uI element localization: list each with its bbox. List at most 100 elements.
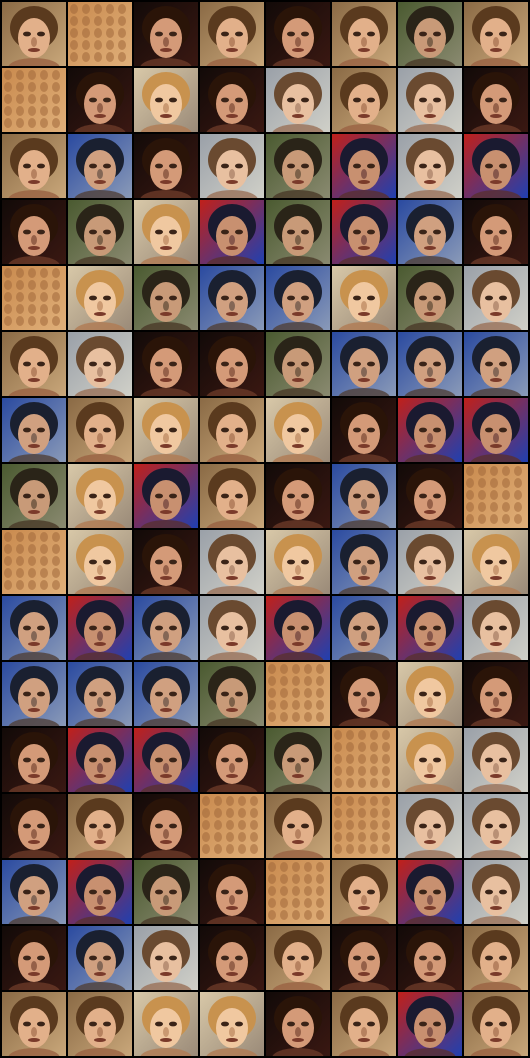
face-sample-tile: [134, 926, 198, 990]
face-sample-tile: [68, 398, 132, 462]
face-sample-tile: [464, 926, 528, 990]
face-sample-tile: [68, 662, 132, 726]
face-sample-tile: [464, 992, 528, 1056]
face-sample-tile: [2, 266, 66, 330]
face-sample-tile: [68, 992, 132, 1056]
face-sample-tile: [2, 794, 66, 858]
face-sample-tile: [266, 2, 330, 66]
face-sample-tile: [2, 68, 66, 132]
face-sample-tile: [464, 794, 528, 858]
face-sample-tile: [200, 860, 264, 924]
face-sample-tile: [200, 530, 264, 594]
face-sample-tile: [398, 596, 462, 660]
face-sample-tile: [68, 266, 132, 330]
face-sample-tile: [464, 662, 528, 726]
face-sample-tile: [398, 860, 462, 924]
face-sample-tile: [134, 728, 198, 792]
face-sample-tile: [134, 266, 198, 330]
face-sample-tile: [398, 728, 462, 792]
face-sample-tile: [464, 266, 528, 330]
face-sample-tile: [134, 530, 198, 594]
face-sample-tile: [2, 662, 66, 726]
face-sample-tile: [134, 200, 198, 264]
face-sample-tile: [200, 728, 264, 792]
face-sample-tile: [332, 200, 396, 264]
face-sample-tile: [398, 2, 462, 66]
face-sample-tile: [464, 596, 528, 660]
face-sample-tile: [332, 926, 396, 990]
face-sample-tile: [134, 794, 198, 858]
face-sample-tile: [68, 200, 132, 264]
face-sample-tile: [332, 332, 396, 396]
face-sample-tile: [2, 926, 66, 990]
face-sample-tile: [134, 860, 198, 924]
face-sample-tile: [332, 794, 396, 858]
face-sample-tile: [464, 134, 528, 198]
face-sample-tile: [134, 332, 198, 396]
face-sample-tile: [200, 464, 264, 528]
face-sample-tile: [2, 332, 66, 396]
face-sample-tile: [200, 2, 264, 66]
face-sample-tile: [2, 464, 66, 528]
face-sample-tile: [134, 464, 198, 528]
face-sample-tile: [68, 68, 132, 132]
face-sample-tile: [200, 68, 264, 132]
face-sample-tile: [266, 794, 330, 858]
face-sample-tile: [464, 2, 528, 66]
face-sample-tile: [332, 398, 396, 462]
face-sample-tile: [464, 530, 528, 594]
face-sample-tile: [266, 992, 330, 1056]
face-sample-tile: [68, 728, 132, 792]
face-sample-tile: [200, 134, 264, 198]
face-sample-tile: [200, 596, 264, 660]
face-sample-tile: [266, 200, 330, 264]
face-sample-tile: [2, 860, 66, 924]
face-sample-tile: [398, 68, 462, 132]
face-sample-tile: [68, 464, 132, 528]
face-sample-tile: [398, 992, 462, 1056]
face-sample-tile: [134, 68, 198, 132]
face-sample-tile: [68, 926, 132, 990]
face-sample-tile: [266, 596, 330, 660]
face-sample-tile: [68, 596, 132, 660]
face-sample-tile: [2, 134, 66, 198]
face-sample-tile: [332, 530, 396, 594]
face-sample-tile: [266, 464, 330, 528]
face-sample-tile: [200, 266, 264, 330]
face-sample-tile: [332, 860, 396, 924]
face-sample-tile: [398, 266, 462, 330]
face-sample-tile: [464, 728, 528, 792]
face-sample-tile: [464, 464, 528, 528]
face-sample-tile: [134, 992, 198, 1056]
face-sample-tile: [200, 398, 264, 462]
face-sample-tile: [200, 662, 264, 726]
face-sample-tile: [134, 398, 198, 462]
face-sample-tile: [266, 332, 330, 396]
face-sample-tile: [266, 662, 330, 726]
face-sample-tile: [134, 2, 198, 66]
face-sample-tile: [200, 794, 264, 858]
face-sample-tile: [200, 332, 264, 396]
face-sample-tile: [68, 332, 132, 396]
face-sample-tile: [332, 134, 396, 198]
face-sample-tile: [266, 728, 330, 792]
face-sample-tile: [332, 2, 396, 66]
face-sample-tile: [68, 530, 132, 594]
face-sample-tile: [398, 398, 462, 462]
face-sample-tile: [398, 926, 462, 990]
face-sample-tile: [332, 662, 396, 726]
face-sample-tile: [332, 728, 396, 792]
face-sample-tile: [2, 596, 66, 660]
face-sample-tile: [266, 68, 330, 132]
face-sample-tile: [266, 266, 330, 330]
face-sample-tile: [332, 266, 396, 330]
face-sample-tile: [398, 662, 462, 726]
face-sample-tile: [332, 992, 396, 1056]
face-sample-tile: [200, 992, 264, 1056]
face-sample-tile: [464, 332, 528, 396]
face-sample-tile: [398, 332, 462, 396]
face-sample-tile: [332, 464, 396, 528]
face-sample-tile: [464, 398, 528, 462]
face-sample-tile: [266, 398, 330, 462]
